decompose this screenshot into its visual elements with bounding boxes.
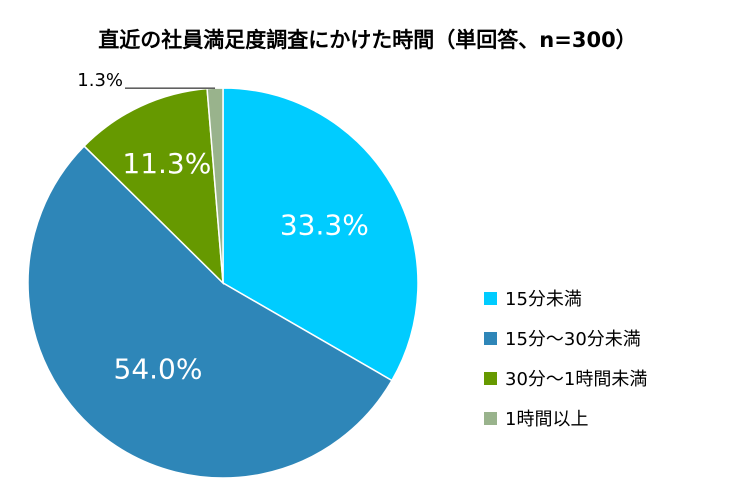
legend-item: 15分～30分未満: [484, 318, 647, 358]
legend-item: 15分未満: [484, 278, 647, 318]
legend-swatch: [484, 411, 497, 425]
slice-label: 33.3%: [280, 209, 369, 242]
pie-slice: [83, 87, 224, 285]
legend-label: 15分～30分未満: [505, 329, 641, 350]
legend-swatch: [484, 371, 497, 385]
chart-title: 直近の社員満足度調査にかけた時間（単回答、n=300）: [98, 28, 637, 52]
legend-item: 30分～1時間未満: [484, 358, 647, 398]
legend-label: 1時間以上: [505, 409, 589, 430]
legend-swatch: [484, 291, 497, 305]
slice-label: 1.3%: [77, 70, 123, 91]
pie-slice: [222, 87, 419, 382]
pie-slice: [27, 145, 393, 479]
legend-swatch: [484, 331, 497, 345]
legend: 15分未満 15分～30分未満 30分～1時間未満 1時間以上: [484, 278, 647, 438]
slice-label: 54.0%: [114, 352, 203, 385]
slice-label: 11.3%: [122, 147, 211, 180]
legend-label: 30分～1時間未満: [505, 369, 648, 390]
legend-label: 15分未満: [505, 289, 582, 310]
legend-item: 1時間以上: [484, 398, 647, 438]
